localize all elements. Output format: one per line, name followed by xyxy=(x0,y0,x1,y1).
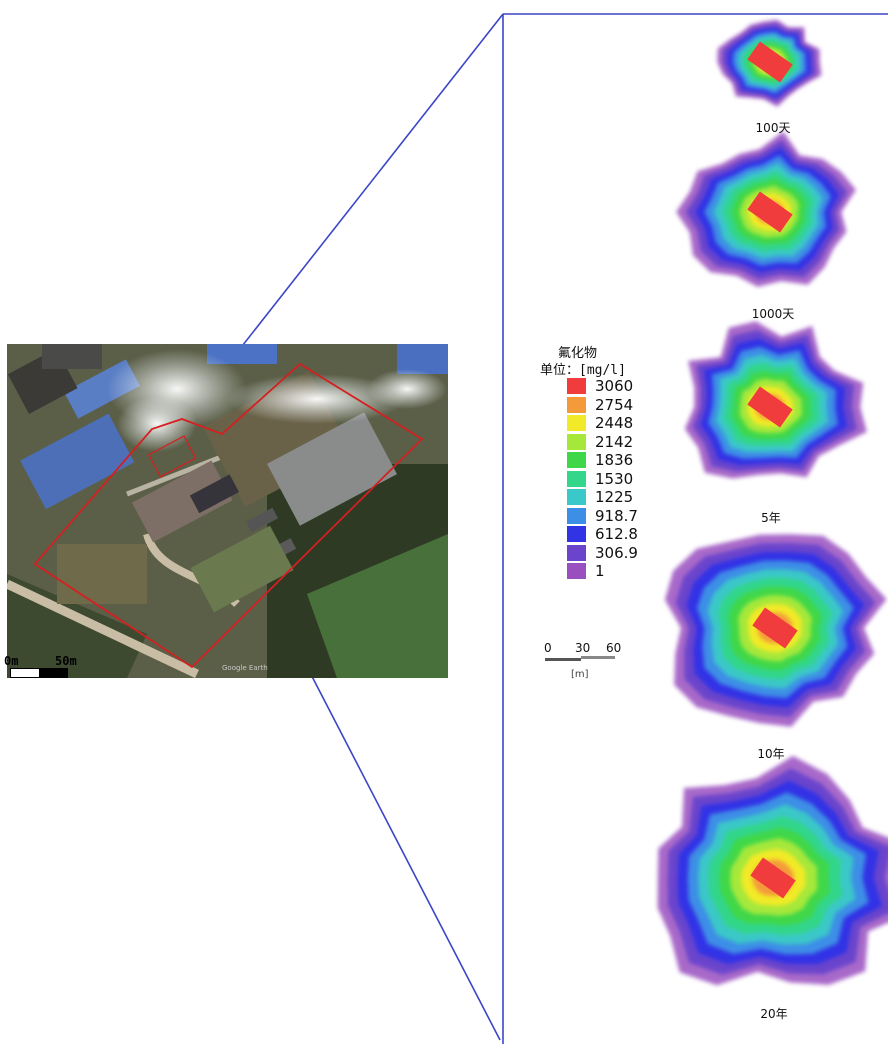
legend-value: 2448 xyxy=(595,414,634,432)
legend-swatch xyxy=(567,396,586,413)
legend-value: 3060 xyxy=(595,377,634,395)
legend-swatch xyxy=(567,378,586,394)
legend-entry: 306.9 xyxy=(567,543,638,562)
plume-source xyxy=(747,191,793,233)
plume-label-5years: 5年 xyxy=(761,511,781,525)
scale-tick-0: 0 xyxy=(544,641,552,655)
legend-swatch xyxy=(567,544,586,561)
plume-label-10years: 10年 xyxy=(757,747,785,761)
legend-swatch xyxy=(567,489,586,505)
satellite-map: Google Earth xyxy=(7,344,448,678)
legend-swatch xyxy=(567,470,586,487)
plume-map xyxy=(684,321,867,479)
building-dark xyxy=(189,474,240,514)
legend-swatch xyxy=(567,507,586,524)
scale-unit: [m] xyxy=(571,669,589,680)
factory-roof xyxy=(267,412,397,526)
legend-entry: 612.8 xyxy=(567,526,638,543)
legend-unit: 单位：[mg/l] xyxy=(540,363,626,378)
legend-value: 2142 xyxy=(595,432,634,451)
plume-label-20years: 20年 xyxy=(760,1007,788,1021)
scale-tick-60: 60 xyxy=(606,641,622,655)
plume-scale-bar xyxy=(545,656,615,661)
legend-value: 306.9 xyxy=(595,543,638,562)
field-bare xyxy=(57,544,147,604)
legend-swatch xyxy=(567,526,586,542)
smoke-plume xyxy=(117,396,197,452)
plume-source xyxy=(747,386,793,428)
plume-map xyxy=(664,534,887,727)
legend-swatch xyxy=(567,415,586,431)
legend-swatch xyxy=(567,563,586,579)
plume-label-1000days: 1000天 xyxy=(751,307,795,321)
legend-swatch xyxy=(567,452,586,468)
legend-entry: 2448 xyxy=(567,415,633,432)
plume-source xyxy=(747,41,793,83)
building-blue xyxy=(207,344,277,364)
map-scale-bar-filled xyxy=(39,669,67,677)
legend-entry: 3060 xyxy=(567,378,633,395)
legend-value: 1530 xyxy=(595,469,634,488)
plume-map xyxy=(657,755,888,986)
legend-entry: 1 xyxy=(567,563,605,580)
green-field xyxy=(307,534,448,678)
map-watermark: Google Earth xyxy=(222,664,268,672)
road xyxy=(7,579,199,678)
plume-map xyxy=(676,131,856,287)
legend-entry: 1225 xyxy=(567,489,633,506)
legend-entry: 918.7 xyxy=(567,506,638,525)
legend-swatch xyxy=(567,433,586,450)
legend-value: 1225 xyxy=(595,488,634,506)
building-dark xyxy=(42,344,102,369)
legend-value: 1 xyxy=(595,562,605,580)
plume-source xyxy=(750,857,796,899)
plume-label-100days: 100天 xyxy=(755,121,791,135)
legend-value: 1836 xyxy=(595,451,634,469)
legend-value: 918.7 xyxy=(595,506,638,525)
factory-roof xyxy=(131,460,233,543)
smoke-plume xyxy=(227,374,407,424)
building-blue xyxy=(397,344,448,374)
plume-map xyxy=(717,19,822,107)
plume-source xyxy=(752,607,798,649)
scale-tick-30: 30 xyxy=(575,641,591,655)
map-scale-start: 0m xyxy=(4,654,19,668)
legend-value: 2754 xyxy=(595,395,634,414)
building-blue xyxy=(20,413,135,510)
building-small xyxy=(245,507,279,533)
field-site xyxy=(190,525,294,613)
site-boundary xyxy=(33,362,424,669)
legend-entry: 1836 xyxy=(567,452,633,469)
smoke-plume xyxy=(367,369,447,409)
legend-entry: 2142 xyxy=(567,432,634,451)
legend-title: 氟化物 xyxy=(558,346,598,361)
legend-entry: 2754 xyxy=(567,395,634,414)
site-inner-boundary xyxy=(147,435,197,478)
map-scale-bar xyxy=(10,668,68,678)
legend-value: 612.8 xyxy=(595,525,638,543)
legend-entry: 1530 xyxy=(567,469,634,488)
map-scale-end: 50m xyxy=(55,654,77,668)
